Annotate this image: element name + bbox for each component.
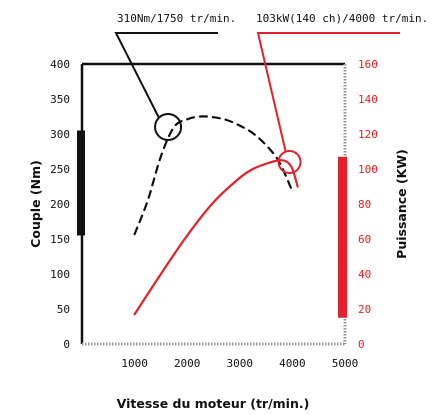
power-peak-label: 103kW(140 ch)/4000 tr/min. (256, 12, 428, 25)
power-peak-marker (277, 150, 302, 174)
y-left-tick-label: 350 (50, 93, 70, 106)
y-left-tick-label: 50 (57, 303, 70, 316)
y-left-tick-label: 200 (50, 198, 70, 211)
y-right-tick-label: 80 (358, 198, 371, 211)
torque-range-bar (77, 130, 85, 236)
power-peak-leader (256, 32, 400, 152)
y-right-axis-title: Puissance (KW) (394, 149, 409, 259)
plot-area (133, 115, 299, 316)
y-right-tick-label: 100 (358, 163, 378, 176)
y-right-tick-label: 40 (358, 268, 371, 281)
x-tick-label: 4000 (279, 357, 306, 370)
x-tick-label: 2000 (174, 357, 201, 370)
y-left-tick-label: 150 (50, 233, 70, 246)
y-left-tick-label: 400 (50, 58, 70, 71)
x-tick-label: 5000 (332, 357, 359, 370)
y-left-tick-label: 100 (50, 268, 70, 281)
y-right-tick-label: 160 (358, 58, 378, 71)
power-range-bar (338, 156, 347, 318)
torque-curve (133, 115, 294, 236)
y-right-tick-label: 60 (358, 233, 371, 246)
y-right-tick-label: 120 (358, 128, 378, 141)
torque-peak-leader (114, 32, 218, 119)
y-left-axis-title: Couple (Nm) (28, 160, 43, 248)
y-left-tick-label: 300 (50, 128, 70, 141)
torque-peak-label: 310Nm/1750 tr/min. (117, 12, 236, 25)
y-right-tick-label: 20 (358, 303, 371, 316)
y-right-tick-label: 0 (358, 338, 365, 351)
axes: 0501001502002503003504000204060801001201… (28, 58, 409, 411)
x-axis-title: Vitesse du moteur (tr/min.) (117, 396, 310, 411)
torque-peak-marker (154, 113, 183, 141)
y-right-tick-label: 140 (358, 93, 378, 106)
y-left-tick-label: 250 (50, 163, 70, 176)
power-curve (133, 159, 299, 316)
x-tick-label: 3000 (227, 357, 254, 370)
annotations: 310Nm/1750 tr/min. 103kW(140 ch)/4000 tr/… (114, 12, 428, 174)
plot-frame (77, 62, 347, 346)
y-left-tick-label: 0 (63, 338, 70, 351)
x-tick-label: 1000 (121, 357, 148, 370)
